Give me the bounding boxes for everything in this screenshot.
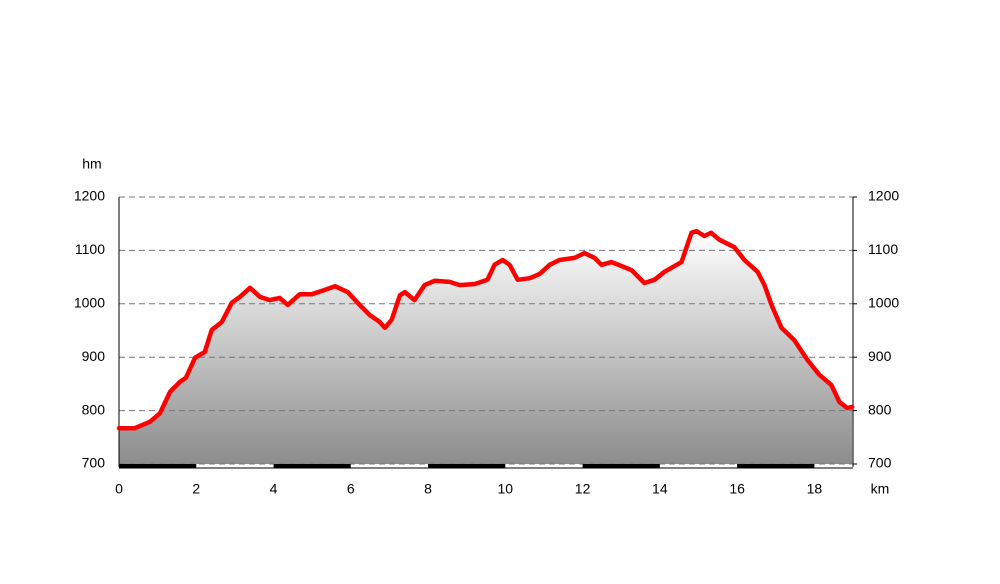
x-tick-label: 14 — [652, 481, 668, 497]
y2-tick-label: 1000 — [868, 295, 899, 311]
scale-bar-segment — [582, 464, 660, 468]
y-tick-label: 700 — [82, 455, 106, 471]
area-fill — [119, 231, 853, 464]
y-tick-label: 1100 — [75, 241, 105, 257]
x-tick-label: 12 — [575, 481, 591, 497]
y-tick-label: 900 — [82, 348, 106, 364]
x-tick-label: 10 — [498, 481, 514, 497]
y2-tick-label: 700 — [868, 455, 892, 471]
x-axis-label: km — [871, 481, 890, 497]
y2-tick-label: 1200 — [868, 188, 899, 204]
scale-bar-segment — [119, 464, 197, 468]
x-tick-label: 0 — [115, 481, 123, 497]
x-tick-label: 16 — [729, 481, 745, 497]
y-tick-label: 800 — [82, 401, 106, 417]
scale-bar-segment — [428, 464, 506, 468]
x-tick-label: 8 — [424, 481, 432, 497]
x-tick-label: 6 — [347, 481, 355, 497]
y2-tick-label: 800 — [868, 401, 892, 417]
scale-bar-segment — [273, 464, 351, 468]
x-tick-label: 18 — [807, 481, 823, 497]
x-tick-label: 2 — [192, 481, 200, 497]
y-tick-label: 1200 — [74, 188, 105, 204]
scale-bar-segment — [737, 464, 815, 468]
y-tick-label: 1000 — [74, 295, 105, 311]
x-tick-label: 4 — [270, 481, 278, 497]
y2-tick-label: 900 — [868, 348, 892, 364]
elevation-line — [116, 228, 855, 431]
y2-tick-label: 1100 — [868, 241, 898, 257]
y-axis-label: hm — [82, 156, 101, 172]
